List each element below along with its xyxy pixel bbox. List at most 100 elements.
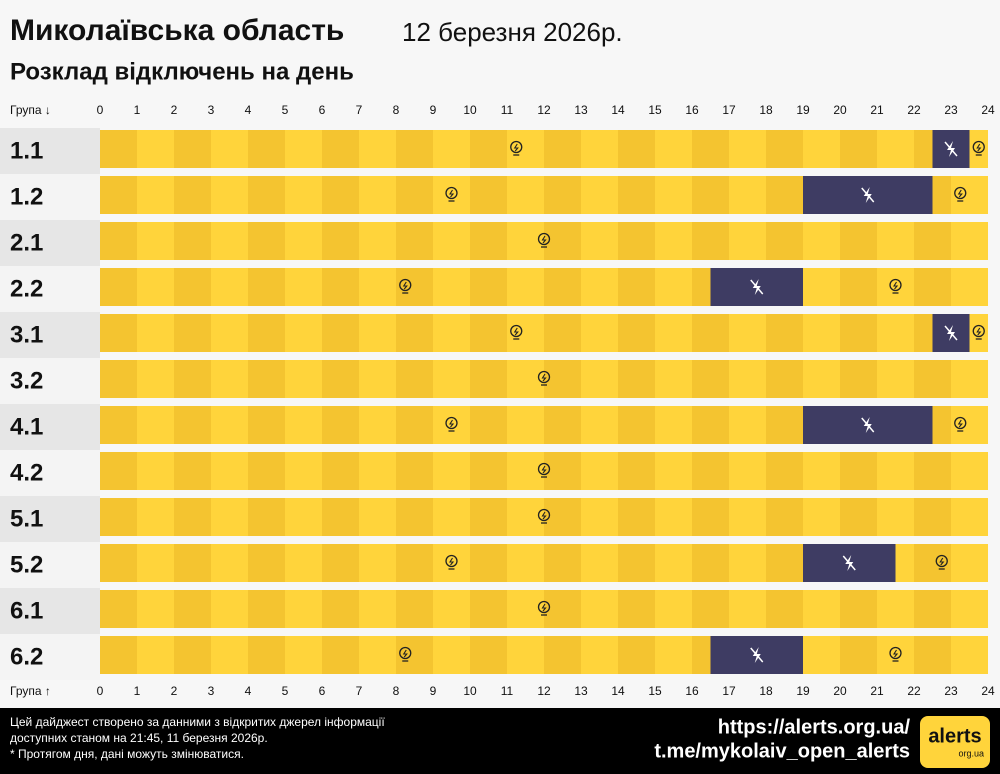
off-icon — [842, 555, 856, 571]
row-label: 3.1 — [10, 321, 43, 348]
hour-stripe — [729, 452, 766, 490]
hour-stripe — [803, 360, 840, 398]
x-tick-label: 15 — [648, 684, 662, 698]
hour-stripe — [507, 268, 544, 306]
hour-stripe — [322, 590, 359, 628]
hour-stripe — [359, 130, 396, 168]
icon-part — [944, 141, 958, 157]
hour-stripe — [692, 222, 729, 260]
row-label-bg — [0, 634, 100, 680]
hour-stripe — [396, 130, 433, 168]
hour-stripe — [211, 222, 248, 260]
x-tick-label: 3 — [208, 684, 215, 698]
hour-stripe — [618, 544, 655, 582]
x-tick-label: 16 — [685, 684, 699, 698]
hour-stripe — [470, 222, 507, 260]
x-tick-label: 11 — [501, 103, 514, 117]
hour-stripe — [100, 176, 137, 214]
hour-stripe — [951, 360, 988, 398]
hour-stripe — [248, 498, 285, 536]
icon-part — [402, 281, 408, 290]
hour-stripe — [470, 498, 507, 536]
icon-part — [957, 419, 963, 428]
icon-part — [399, 278, 412, 292]
icon-part — [750, 647, 764, 663]
hour-stripe — [729, 222, 766, 260]
hour-stripe — [581, 544, 618, 582]
hour-stripe — [396, 406, 433, 444]
hour-stripe — [285, 636, 322, 674]
hour-stripe — [729, 544, 766, 582]
x-tick-label: 13 — [574, 103, 588, 117]
hour-stripe — [618, 222, 655, 260]
hour-stripe — [766, 452, 803, 490]
hour-stripe — [840, 636, 877, 674]
hour-stripe — [544, 130, 581, 168]
hour-stripe — [211, 452, 248, 490]
hour-stripe — [655, 222, 692, 260]
x-tick-label: 17 — [722, 684, 736, 698]
x-tick-label: 8 — [393, 103, 400, 117]
footer-note: доступних станом на 21:45, 11 березня 20… — [10, 731, 268, 745]
hour-stripe — [507, 222, 544, 260]
hour-stripe — [877, 498, 914, 536]
hour-stripe — [470, 406, 507, 444]
hour-stripe — [470, 314, 507, 352]
hour-stripe — [285, 498, 322, 536]
row-label-bg — [0, 312, 100, 358]
hour-stripe — [470, 360, 507, 398]
hour-stripe — [211, 590, 248, 628]
hour-stripe — [433, 222, 470, 260]
hour-stripe — [322, 314, 359, 352]
hour-stripe — [100, 222, 137, 260]
x-tick-label: 23 — [944, 103, 958, 117]
footer-link[interactable]: t.me/mykolaiv_open_alerts — [654, 740, 910, 762]
hour-stripe — [951, 268, 988, 306]
hour-stripe — [174, 268, 211, 306]
off-icon — [861, 187, 875, 203]
row-label: 4.2 — [10, 459, 43, 486]
x-tick-label: 10 — [463, 103, 477, 117]
hour-stripe — [137, 498, 174, 536]
hour-stripe — [322, 222, 359, 260]
hour-stripe — [285, 590, 322, 628]
icon-part — [537, 462, 551, 476]
hour-stripe — [470, 636, 507, 674]
hour-stripe — [322, 544, 359, 582]
hour-stripe — [692, 452, 729, 490]
hour-stripe — [248, 590, 285, 628]
light-icon — [537, 232, 551, 248]
hour-stripe — [174, 452, 211, 490]
hour-stripe — [766, 360, 803, 398]
row-label: 6.1 — [10, 597, 43, 624]
icon-part — [541, 373, 547, 382]
hour-stripe — [877, 452, 914, 490]
hour-stripe — [840, 360, 877, 398]
hour-stripe — [655, 636, 692, 674]
hour-stripe — [544, 314, 581, 352]
hour-stripe — [803, 130, 840, 168]
hour-stripe — [544, 498, 581, 536]
hour-stripe — [100, 452, 137, 490]
icon-part — [935, 554, 948, 568]
row-label-bg — [0, 358, 100, 404]
hour-stripe — [692, 544, 729, 582]
row-label-bg — [0, 450, 100, 496]
axis-label: Група ↑ — [10, 684, 51, 698]
hour-stripe — [470, 544, 507, 582]
hour-stripe — [803, 498, 840, 536]
footer-link[interactable]: https://alerts.org.ua/ — [718, 716, 911, 738]
off-icon — [750, 279, 764, 295]
hour-stripe — [914, 544, 951, 582]
hour-stripe — [729, 314, 766, 352]
hour-stripe — [618, 176, 655, 214]
x-tick-label: 24 — [981, 684, 995, 698]
icon-part — [513, 143, 519, 152]
icon-part — [449, 419, 455, 428]
hour-stripe — [137, 268, 174, 306]
hour-stripe — [248, 222, 285, 260]
hour-stripe — [285, 268, 322, 306]
icon-part — [510, 324, 523, 338]
hour-stripe — [322, 498, 359, 536]
row-label: 4.1 — [10, 413, 43, 440]
